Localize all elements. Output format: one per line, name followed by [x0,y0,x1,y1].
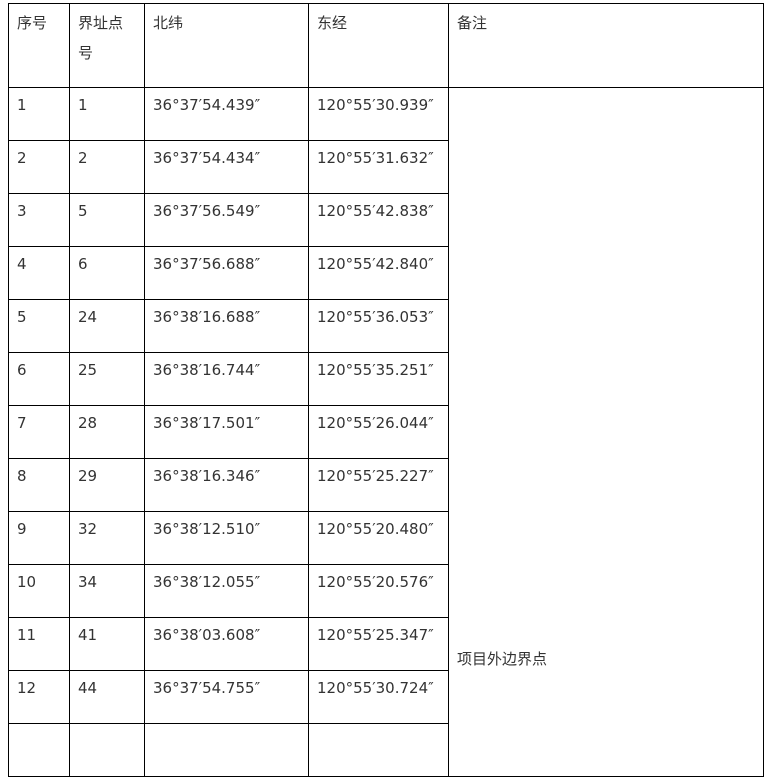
cell-latitude: 36°38′12.510″ [144,511,309,565]
cell-index: 6 [8,352,70,406]
table-row: 9 32 36°38′12.510″ 120°55′20.480″ [8,511,764,565]
cell-latitude: 36°38′16.346″ [144,458,309,512]
cell-point-number: 44 [69,670,145,724]
cell-point-number: 28 [69,405,145,459]
cell-point-number: 34 [69,564,145,618]
empty-cell [69,723,145,777]
header-remark: 备注 [448,3,764,88]
cell-point-number: 6 [69,246,145,300]
cell-point-number: 24 [69,299,145,353]
table-row: 3 5 36°37′56.549″ 120°55′42.838″ [8,193,764,247]
boundary-points-table: 序号 界址点号 北纬 东经 备注 1 1 36°37′54.439″ 120°55′3… [8,3,764,777]
cell-latitude: 36°38′16.688″ [144,299,309,353]
cell-index: 7 [8,405,70,459]
cell-index: 12 [8,670,70,724]
cell-index: 8 [8,458,70,512]
table-row: 10 34 36°38′12.055″ 120°55′20.576″ [8,564,764,618]
header-longitude: 东经 [308,3,449,88]
cell-index: 3 [8,193,70,247]
cell-latitude: 36°37′56.549″ [144,193,309,247]
cell-longitude: 120°55′20.480″ [308,511,449,565]
table-row: 6 25 36°38′16.744″ 120°55′35.251″ [8,352,764,406]
cell-point-number: 2 [69,140,145,194]
cell-longitude: 120°55′36.053″ [308,299,449,353]
cell-latitude: 36°37′54.439″ [144,87,309,141]
empty-cell [8,723,70,777]
cell-remark: 项目外边界点 [448,87,764,777]
cell-longitude: 120°55′20.576″ [308,564,449,618]
cell-latitude: 36°38′03.608″ [144,617,309,671]
cell-index: 5 [8,299,70,353]
cell-longitude: 120°55′31.632″ [308,140,449,194]
cell-point-number: 41 [69,617,145,671]
cell-longitude: 120°55′30.939″ [308,87,449,141]
cell-longitude: 120°55′42.838″ [308,193,449,247]
table-row: 1 1 36°37′54.439″ 120°55′30.939″ 项目外边界点 [8,87,764,777]
cell-index: 10 [8,564,70,618]
table-row: 12 44 36°37′54.755″ 120°55′30.724″ [8,670,764,724]
cell-point-number: 29 [69,458,145,512]
cell-latitude: 36°37′54.434″ [144,140,309,194]
cell-latitude: 36°38′12.055″ [144,564,309,618]
cell-longitude: 120°55′26.044″ [308,405,449,459]
cell-longitude: 120°55′42.840″ [308,246,449,300]
empty-cell [144,723,309,777]
header-point-number: 界址点号 [69,3,145,88]
cell-longitude: 120°55′35.251″ [308,352,449,406]
table-row: 7 28 36°38′17.501″ 120°55′26.044″ [8,405,764,459]
table-row: 11 41 36°38′03.608″ 120°55′25.347″ [8,617,764,671]
cell-longitude: 120°55′30.724″ [308,670,449,724]
cell-index: 11 [8,617,70,671]
cell-latitude: 36°37′54.755″ [144,670,309,724]
cell-latitude: 36°38′16.744″ [144,352,309,406]
cell-longitude: 120°55′25.227″ [308,458,449,512]
empty-cell [308,723,449,777]
cell-index: 2 [8,140,70,194]
cell-point-number: 32 [69,511,145,565]
table-header-row: 序号 界址点号 北纬 东经 备注 [8,3,764,88]
cell-index: 1 [8,87,70,141]
table-row: 4 6 36°37′56.688″ 120°55′42.840″ [8,246,764,300]
cell-point-number: 5 [69,193,145,247]
header-index: 序号 [8,3,70,88]
cell-index: 9 [8,511,70,565]
header-latitude: 北纬 [144,3,309,88]
cell-point-number: 25 [69,352,145,406]
cell-point-number: 1 [69,87,145,141]
cell-longitude: 120°55′25.347″ [308,617,449,671]
table-row: 5 24 36°38′16.688″ 120°55′36.053″ [8,299,764,353]
table-row: 2 2 36°37′54.434″ 120°55′31.632″ [8,140,764,194]
cell-latitude: 36°38′17.501″ [144,405,309,459]
cell-index: 4 [8,246,70,300]
cell-latitude: 36°37′56.688″ [144,246,309,300]
